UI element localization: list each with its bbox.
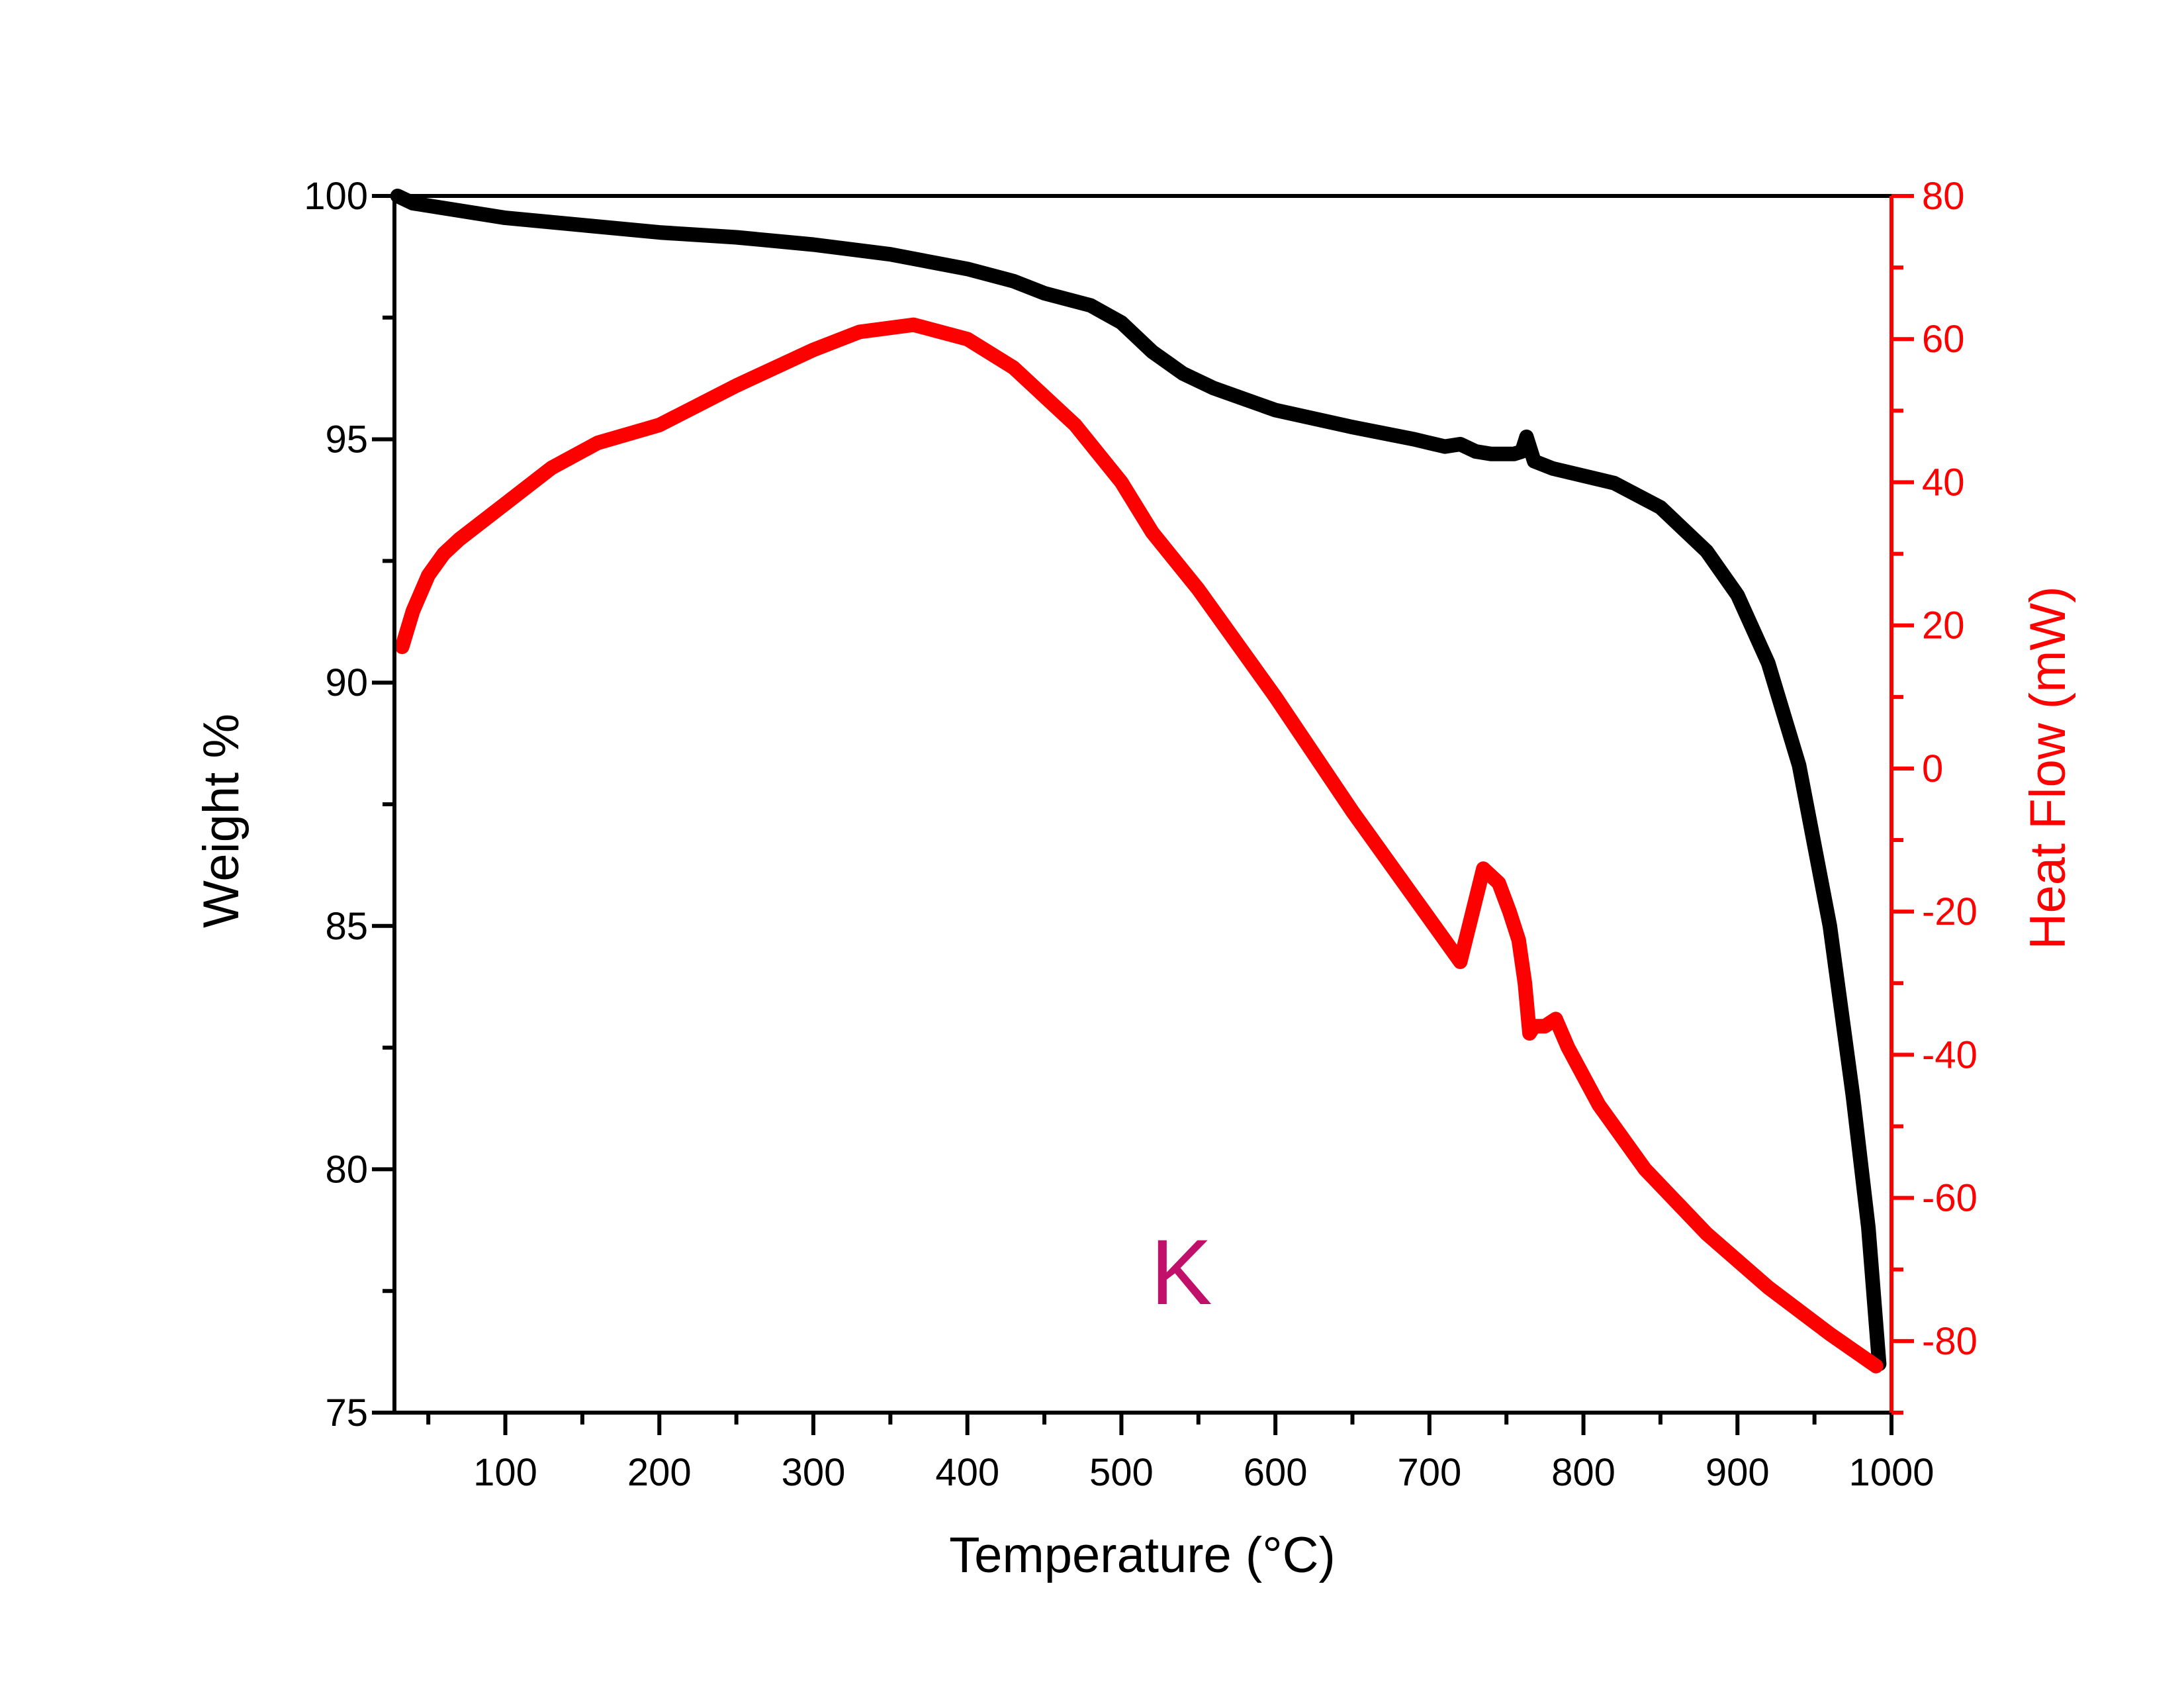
y-axis-title: Weight % [193,714,250,928]
weight-line [390,189,1887,1372]
y2-tick-label: -80 [1922,1320,1978,1363]
y2-tick-label: -20 [1922,890,1978,933]
y-tick-label: 80 [325,1148,368,1191]
x-tick-label: 600 [1244,1451,1308,1494]
y-tick-label: 75 [325,1391,368,1434]
x-tick-label: 400 [935,1451,999,1494]
heat-flow-line [394,317,1884,1374]
x-tick-label: 200 [627,1451,692,1494]
y-tick-label: 95 [325,418,368,461]
x-tick-label: 700 [1397,1451,1461,1494]
y-tick-label: 85 [325,905,368,948]
y2-tick-label: 20 [1922,604,1965,647]
x-tick-label: 800 [1551,1451,1615,1494]
x-axis-title: Temperature (°C) [949,1527,1336,1583]
axis-layer: 100 200 300 400 500 600 700 800 900 1000758085909… [304,175,1978,1494]
y-tick-label: 100 [304,175,368,218]
x-tick-label: 100 [473,1451,537,1494]
x-tick-label: 300 [782,1451,846,1494]
series-layer [390,189,1887,1374]
x-tick-label: 900 [1706,1451,1770,1494]
y-tick-label: 90 [325,661,368,704]
x-tick-label: 1000 [1848,1451,1934,1494]
y2-tick-label: 40 [1922,461,1965,504]
y2-tick-label: -40 [1922,1033,1978,1076]
y2-axis-title: Heat Flow (mW) [2020,586,2076,950]
y2-tick-label: 0 [1922,747,1943,790]
y2-tick-label: -60 [1922,1177,1978,1220]
x-tick-label: 500 [1089,1451,1154,1494]
y2-tick-label: 80 [1922,175,1965,218]
y2-tick-label: 60 [1922,318,1965,361]
chart-annotation-k: K [1150,1220,1212,1324]
